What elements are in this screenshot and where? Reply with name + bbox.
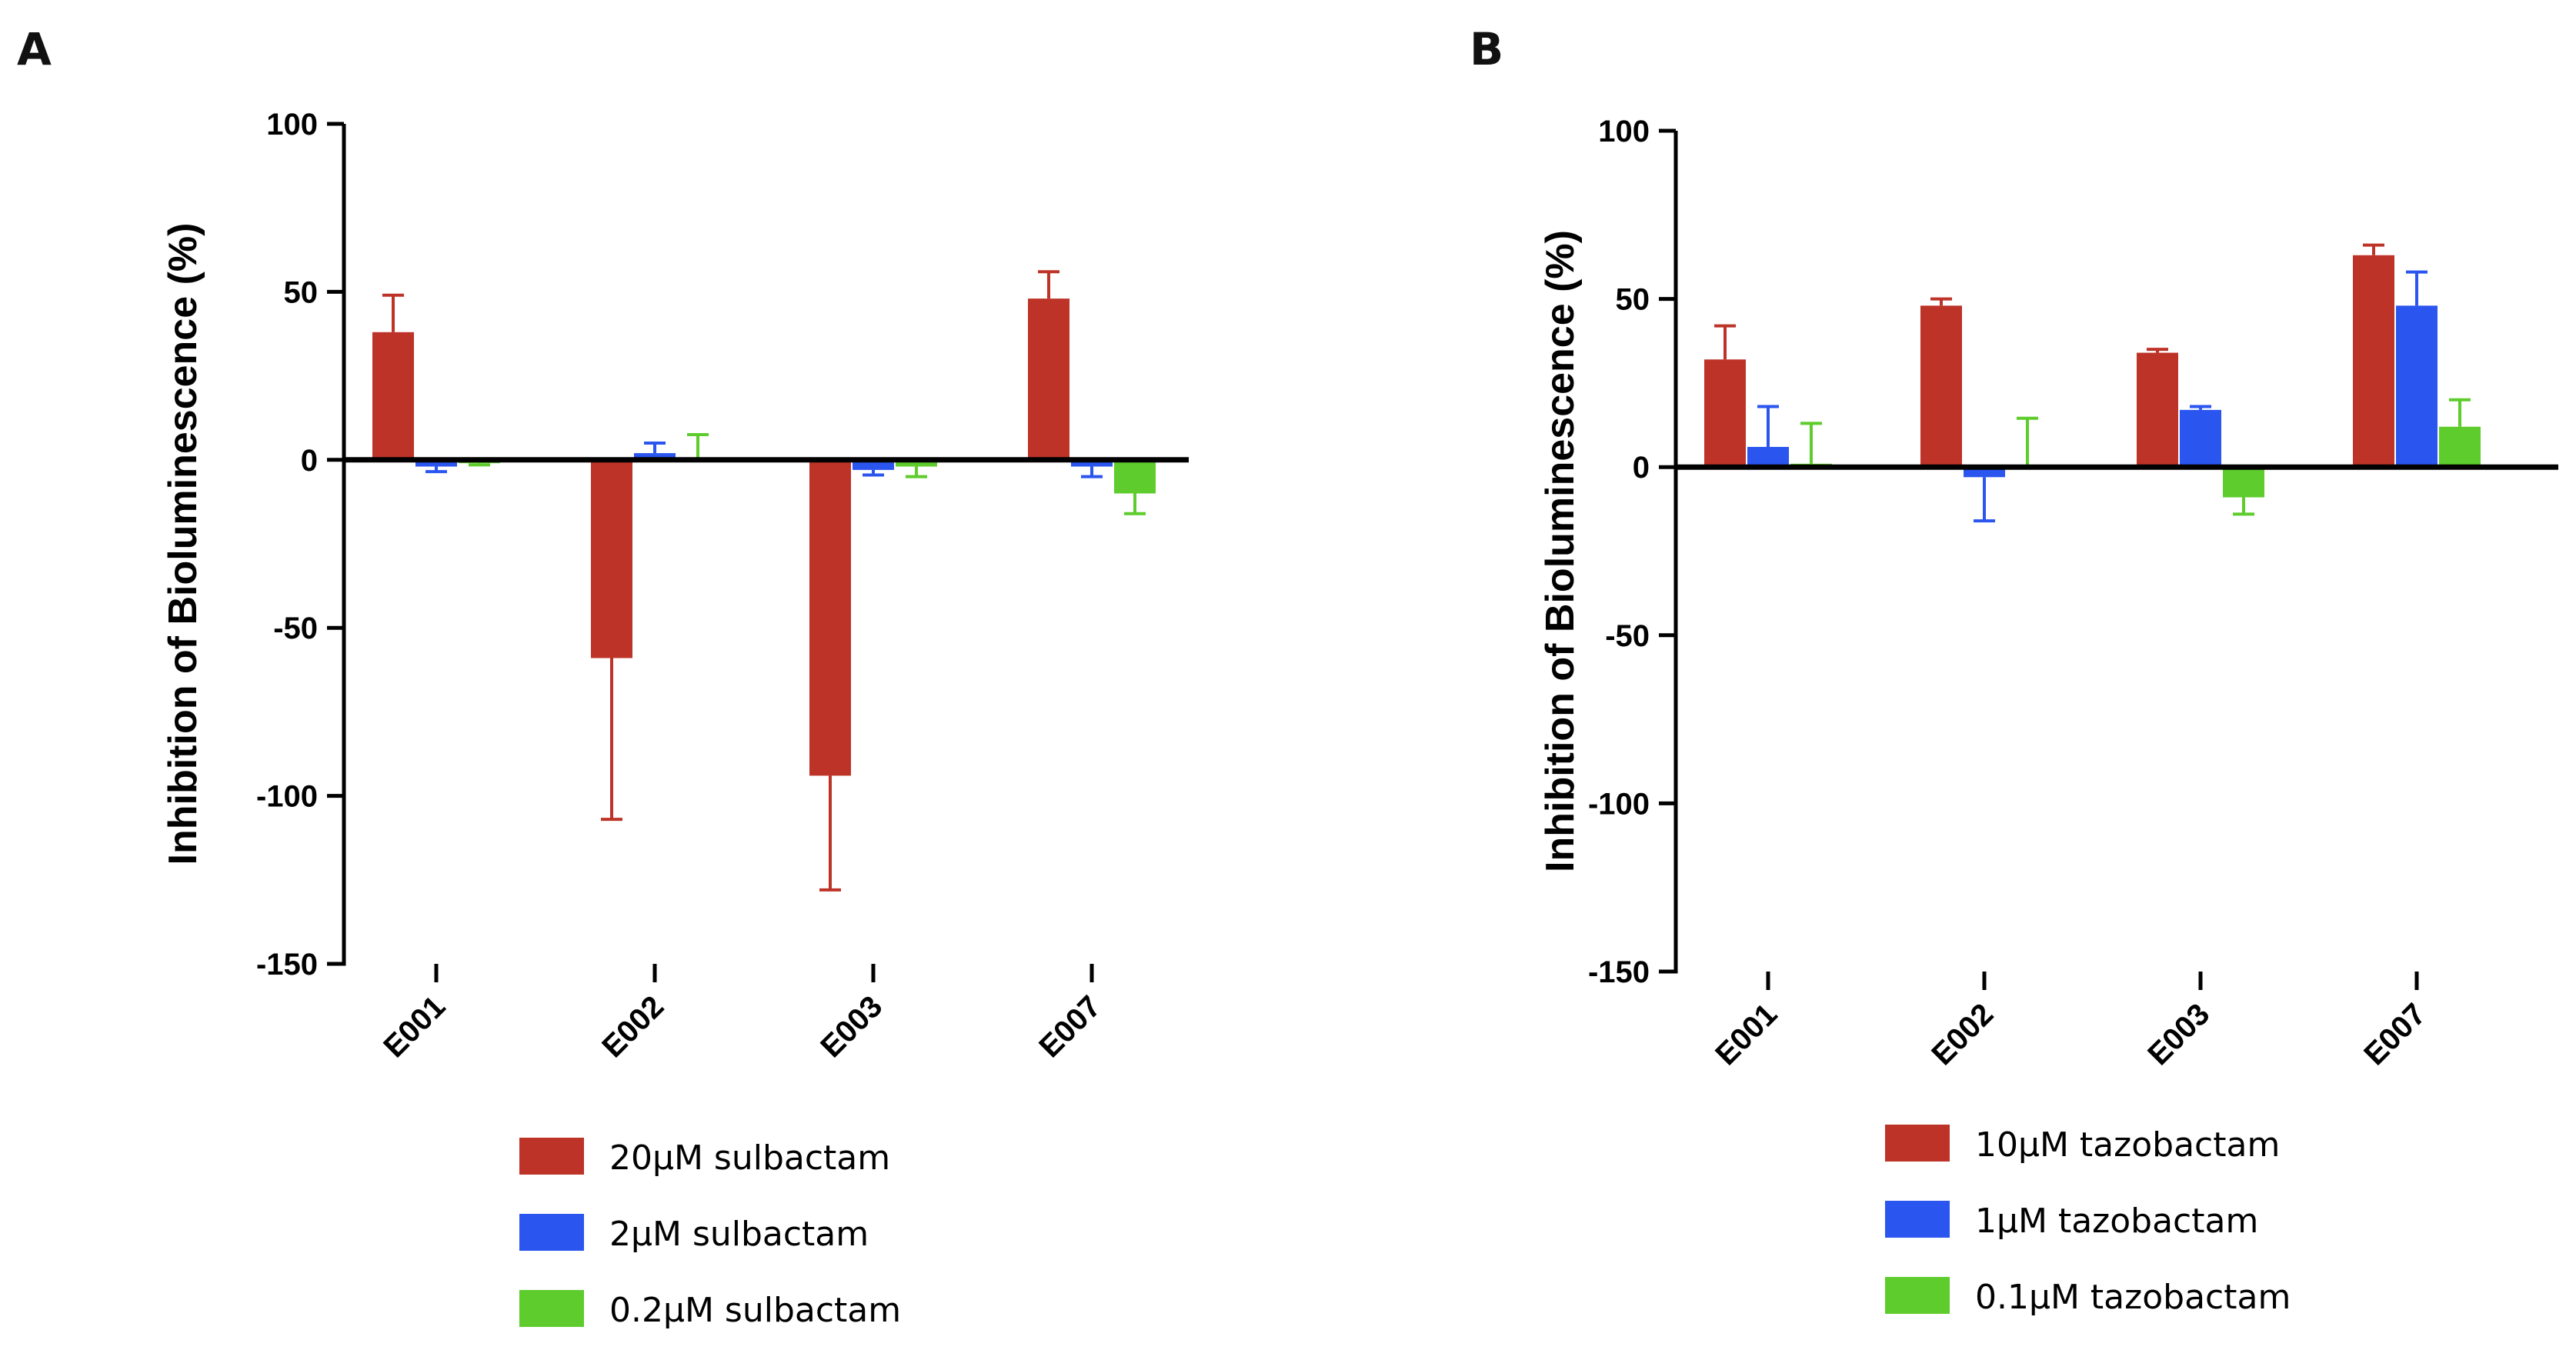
- legend-swatch: [519, 1138, 584, 1175]
- legend-swatch: [1885, 1277, 1950, 1314]
- y-tick-label: -50: [273, 612, 318, 645]
- y-tick-label: 50: [1616, 283, 1650, 317]
- bar: [1071, 459, 1113, 467]
- bar: [2180, 409, 2221, 468]
- x-tick-label: E003: [2141, 997, 2216, 1072]
- legend-label: 0.2µM sulbactam: [609, 1291, 901, 1330]
- y-tick-label: 100: [1598, 115, 1650, 148]
- bar: [2396, 305, 2438, 468]
- legend-label: 1µM tazobactam: [1975, 1202, 2258, 1241]
- panel-letter-b: B: [1470, 23, 1503, 75]
- bar: [415, 459, 457, 467]
- y-tick-label: -150: [256, 948, 318, 982]
- x-tick-label: E001: [377, 989, 452, 1064]
- x-tick-label: E002: [596, 989, 670, 1064]
- x-tick-label: E002: [1925, 997, 2000, 1072]
- legend-swatch: [519, 1290, 584, 1327]
- y-tick-label: -100: [1588, 787, 1650, 821]
- y-tick-label: -150: [1588, 955, 1650, 989]
- bar: [1747, 446, 1789, 468]
- legend-swatch: [519, 1214, 584, 1251]
- y-axis-title: Inhibition of Bioluminescence (%): [161, 223, 205, 865]
- y-tick-label: 100: [266, 108, 318, 142]
- legend-label: 2µM sulbactam: [609, 1215, 869, 1254]
- panel-letter-a: A: [17, 23, 52, 75]
- bar: [896, 459, 937, 467]
- bar: [1920, 305, 1962, 468]
- bar: [1704, 359, 1746, 468]
- bar: [2439, 426, 2481, 468]
- y-tick-label: -100: [256, 780, 318, 814]
- bar: [372, 332, 414, 460]
- bar: [1114, 459, 1156, 494]
- legend-label: 0.1µM tazobactam: [1975, 1278, 2291, 1317]
- bar: [2353, 255, 2394, 468]
- bar: [809, 459, 851, 776]
- panel-a: A 100 50 0 -50 -100 -150 Inhibition of Biolumi…: [17, 23, 1189, 1330]
- y-axis-title: Inhibition of Bioluminescence (%): [1538, 230, 1583, 872]
- y-tick-label: -50: [1605, 619, 1650, 653]
- bar: [2223, 467, 2264, 498]
- y-tick-label: 0: [1633, 451, 1650, 485]
- x-tick-label: E007: [1033, 989, 1107, 1064]
- legend-label: 10µM tazobactam: [1975, 1125, 2280, 1165]
- y-tick-label: 50: [284, 275, 319, 309]
- x-tick-label: E003: [814, 989, 889, 1064]
- bar: [1028, 298, 1069, 460]
- panel-b: B 100 50 0 -50 -100 -150 Inhibition of Biolumi…: [1470, 23, 2558, 1317]
- bar: [2137, 352, 2178, 468]
- x-tick-label: E007: [2357, 997, 2432, 1072]
- y-tick-label: 0: [301, 444, 318, 478]
- bar: [591, 459, 632, 658]
- x-tick-label: E001: [1709, 997, 1784, 1072]
- bar: [634, 453, 676, 460]
- legend-swatch: [1885, 1125, 1950, 1162]
- legend-swatch: [1885, 1201, 1950, 1238]
- legend-label: 20µM sulbactam: [609, 1138, 890, 1178]
